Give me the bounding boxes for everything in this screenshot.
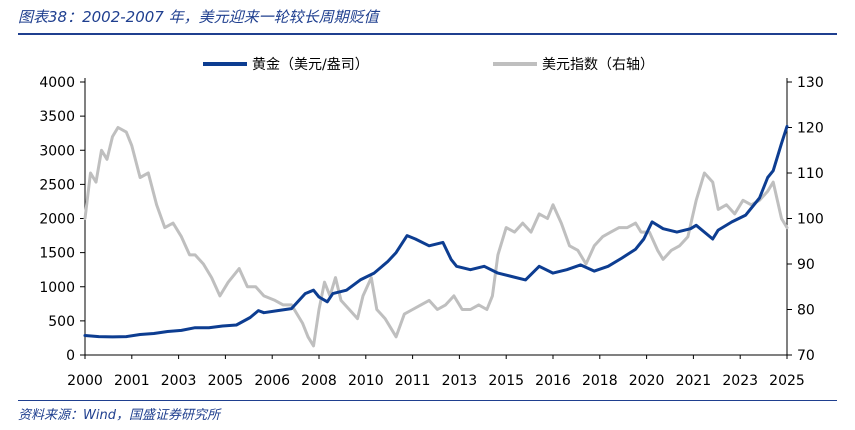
top-rule bbox=[18, 33, 837, 35]
x-tick-label: 2008 bbox=[301, 373, 337, 389]
dollar-index-line bbox=[83, 126, 789, 348]
bottom-rule bbox=[18, 400, 837, 401]
right-tick-label: 80 bbox=[797, 303, 815, 319]
axes: 0 500 1000 1500 2000 2500 3000 3500 4000 70 80 90 10… bbox=[39, 75, 823, 389]
right-tick-label: 100 bbox=[797, 212, 824, 228]
x-tick-label: 2013 bbox=[442, 373, 478, 389]
left-tick-label: 2500 bbox=[39, 177, 75, 193]
x-tick-label: 2001 bbox=[114, 373, 150, 389]
x-tick-label: 2006 bbox=[254, 373, 290, 389]
left-tick-label: 1000 bbox=[39, 280, 75, 296]
series-lines bbox=[83, 124, 789, 348]
x-tick-label: 2011 bbox=[395, 373, 431, 389]
x-tick-label: 2023 bbox=[722, 373, 758, 389]
x-tick-label: 2025 bbox=[769, 373, 805, 389]
source-note: 资料来源：Wind，国盛证券研究所 bbox=[18, 408, 220, 423]
left-tick-label: 2000 bbox=[39, 212, 75, 228]
left-tick-label: 1500 bbox=[39, 246, 75, 262]
x-tick-label: 2020 bbox=[629, 373, 665, 389]
gold-price-line bbox=[83, 124, 789, 339]
left-tick-label: 4000 bbox=[39, 75, 75, 91]
x-tick-label: 2005 bbox=[208, 373, 244, 389]
right-tick-label: 120 bbox=[797, 121, 824, 137]
x-tick-label: 2010 bbox=[348, 373, 384, 389]
right-tick-label: 130 bbox=[797, 75, 824, 91]
left-tick-label: 500 bbox=[48, 314, 75, 330]
left-tick-label: 0 bbox=[66, 348, 75, 364]
x-tick-label: 2003 bbox=[161, 373, 197, 389]
right-tick-label: 70 bbox=[797, 348, 815, 364]
right-tick-label: 110 bbox=[797, 166, 824, 182]
left-tick-label: 3500 bbox=[39, 109, 75, 125]
x-tick-label: 2018 bbox=[582, 373, 618, 389]
x-tick-label: 2016 bbox=[535, 373, 571, 389]
legend: 黄金（美元/盎司） 美元指数（右轴） bbox=[203, 56, 654, 73]
x-tick-label: 2000 bbox=[67, 373, 103, 389]
dual-axis-line-chart: 黄金（美元/盎司） 美元指数（右轴） 0 500 1000 1500 2000 2500 3… bbox=[39, 56, 823, 389]
x-tick-label: 2015 bbox=[488, 373, 524, 389]
legend-gold-label: 黄金（美元/盎司） bbox=[252, 56, 369, 73]
legend-dxy-label: 美元指数（右轴） bbox=[542, 57, 654, 73]
figure-title: 图表38：2002-2007 年，美元迎来一轮较长周期贬值 bbox=[18, 8, 379, 26]
right-tick-label: 90 bbox=[797, 257, 815, 273]
x-tick-label: 2021 bbox=[676, 373, 712, 389]
left-tick-label: 3000 bbox=[39, 143, 75, 159]
